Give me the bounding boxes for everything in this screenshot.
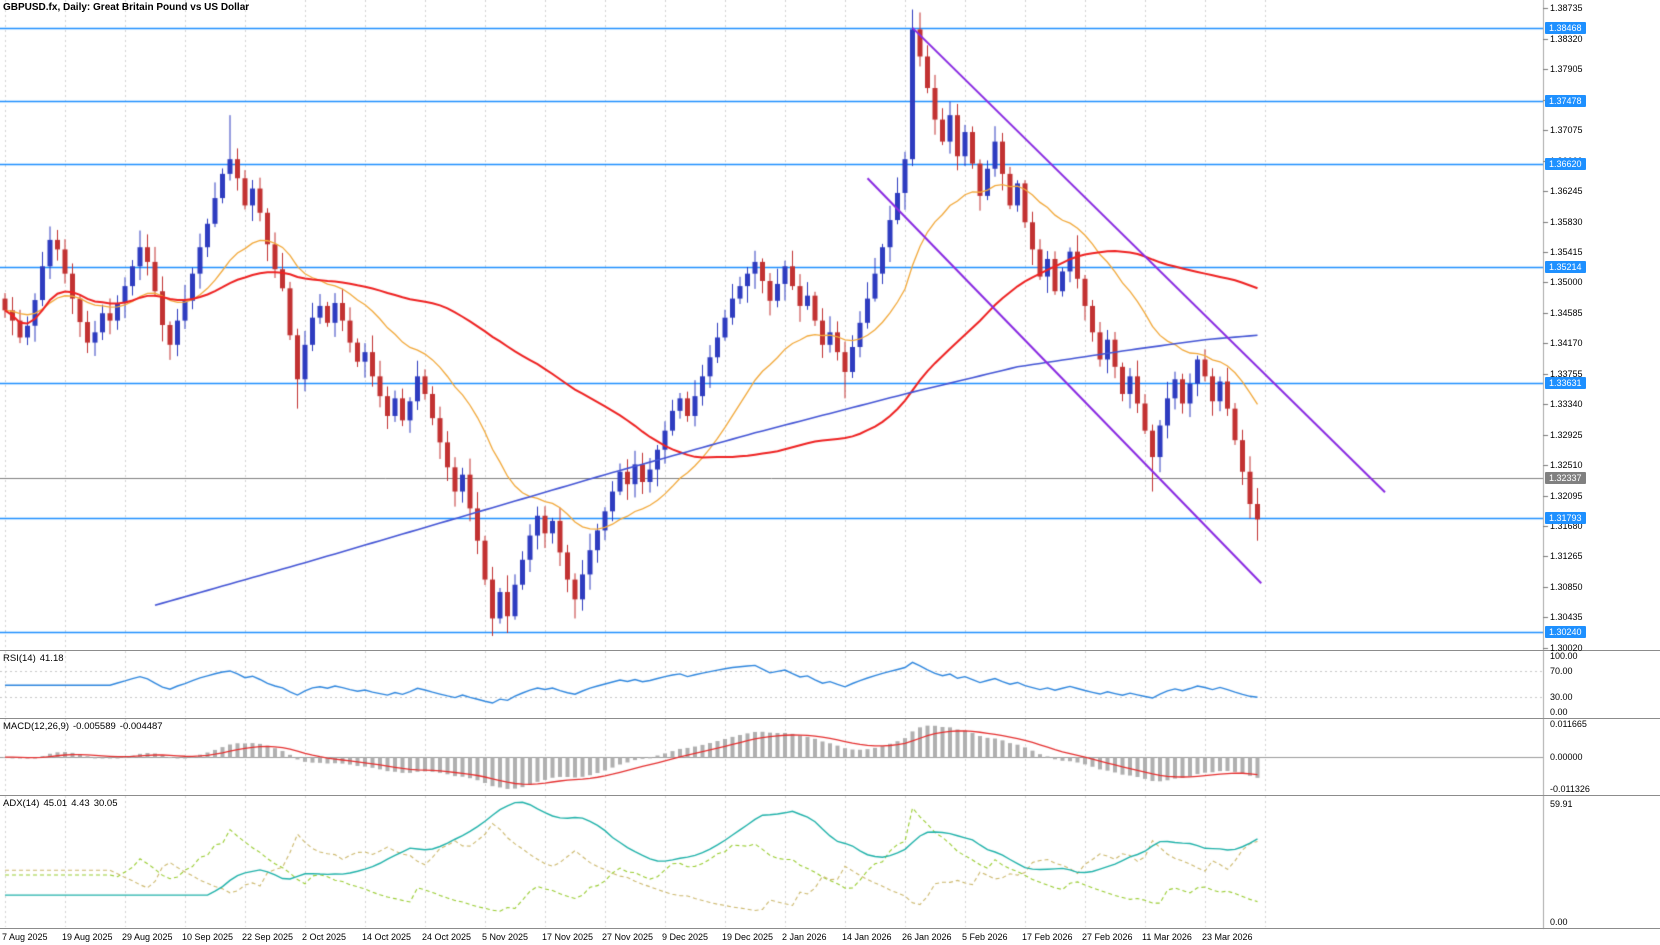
date-label: 14 Oct 2025 bbox=[362, 932, 412, 942]
rsi-value: 41.18 bbox=[39, 653, 64, 664]
date-label: 10 Sep 2025 bbox=[182, 932, 234, 942]
rsi-axis-label: 0.00 bbox=[1550, 707, 1568, 717]
hline-price-badge: 1.30240 bbox=[1545, 625, 1586, 638]
hline-price-badge: 1.38468 bbox=[1545, 22, 1586, 35]
price-tick-label: 1.32095 bbox=[1550, 490, 1583, 501]
date-label: 23 Mar 2026 bbox=[1202, 932, 1253, 942]
adx-value-plus-di: 4.43 bbox=[71, 798, 90, 809]
hline-price-badge: 1.33631 bbox=[1545, 376, 1586, 389]
price-tick-label: 1.36245 bbox=[1550, 186, 1583, 197]
date-label: 2 Oct 2025 bbox=[302, 932, 347, 942]
hline-price-badge: 1.36620 bbox=[1545, 157, 1586, 170]
date-label: 2 Jan 2026 bbox=[782, 932, 827, 942]
price-tick-label: 1.33340 bbox=[1550, 399, 1583, 410]
date-label: 5 Nov 2025 bbox=[482, 932, 529, 942]
price-tick-label: 1.35830 bbox=[1550, 216, 1583, 227]
date-label: 19 Dec 2025 bbox=[722, 932, 774, 942]
macd-value-main: -0.005589 bbox=[73, 721, 116, 732]
macd-name: MACD(12,26,9) bbox=[3, 721, 69, 732]
rsi-axis-label: 70.00 bbox=[1550, 665, 1573, 676]
time-axis-separator bbox=[0, 928, 1660, 929]
panel-separator-macd[interactable] bbox=[0, 718, 1660, 719]
macd-value-signal: -0.004487 bbox=[119, 721, 163, 732]
date-label: 14 Jan 2026 bbox=[842, 932, 892, 942]
panel-separator-adx[interactable] bbox=[0, 795, 1660, 796]
hline-price-badge: 1.37478 bbox=[1545, 94, 1586, 107]
date-label: 29 Aug 2025 bbox=[122, 932, 173, 942]
price-tick-label: 1.33755 bbox=[1550, 368, 1583, 379]
adx-axis-bottom-label: 0.00 bbox=[1550, 917, 1568, 927]
date-label: 27 Feb 2026 bbox=[1082, 932, 1133, 942]
rsi-name: RSI(14) bbox=[3, 653, 36, 664]
price-tick-label: 1.31680 bbox=[1550, 521, 1583, 532]
macd-axis-label: 0.00000 bbox=[1550, 752, 1583, 763]
price-tick-label: 1.37905 bbox=[1550, 64, 1583, 75]
rsi-axis-label: 100.00 bbox=[1550, 651, 1578, 661]
price-tick-label: 1.30020 bbox=[1550, 642, 1583, 653]
macd-panel-area[interactable] bbox=[0, 719, 1543, 794]
price-tick-label: 1.34170 bbox=[1550, 338, 1583, 349]
panel-separator-rsi[interactable] bbox=[0, 650, 1660, 651]
adx-panel-area[interactable] bbox=[0, 796, 1543, 927]
price-tick-label: 1.35415 bbox=[1550, 247, 1583, 257]
date-label: 9 Dec 2025 bbox=[662, 932, 709, 942]
date-label: 5 Feb 2026 bbox=[962, 932, 1008, 942]
price-tick-label: 1.30850 bbox=[1550, 581, 1583, 592]
macd-indicator-label: MACD(12,26,9) -0.005589 -0.004487 bbox=[3, 721, 167, 732]
adx-value-minus-di: 30.05 bbox=[93, 798, 118, 809]
current-price-badge: 1.32337 bbox=[1545, 471, 1586, 484]
date-label: 22 Sep 2025 bbox=[242, 932, 294, 942]
rsi-axis-label: 30.00 bbox=[1550, 692, 1573, 703]
adx-indicator-label: ADX(14) 45.01 4.43 30.05 bbox=[3, 798, 122, 809]
macd-axis-label: -0.011326 bbox=[1550, 784, 1590, 794]
date-label: 26 Jan 2026 bbox=[902, 932, 952, 942]
price-tick-label: 1.32925 bbox=[1550, 429, 1583, 440]
hline-price-badge: 1.35214 bbox=[1545, 260, 1586, 273]
price-tick-label: 1.37075 bbox=[1550, 125, 1583, 136]
hline-price-badge: 1.31793 bbox=[1545, 511, 1586, 524]
price-tick-label: 1.31265 bbox=[1550, 551, 1583, 562]
date-label: 27 Nov 2025 bbox=[602, 932, 654, 942]
chart-title: GBPUSD.fx, Daily: Great Britain Pound vs… bbox=[3, 2, 250, 13]
adx-name: ADX(14) bbox=[3, 798, 40, 809]
date-label: 11 Mar 2026 bbox=[1142, 932, 1192, 942]
price-tick-label: 1.34585 bbox=[1550, 307, 1583, 318]
date-label: 17 Feb 2026 bbox=[1022, 932, 1073, 942]
date-label: 19 Aug 2025 bbox=[62, 932, 113, 942]
price-tick-label: 1.38320 bbox=[1550, 33, 1583, 44]
price-tick-label: 1.32510 bbox=[1550, 460, 1583, 471]
date-label: 7 Aug 2025 bbox=[2, 932, 48, 942]
adx-value-main: 45.01 bbox=[43, 798, 68, 809]
rsi-panel-area[interactable] bbox=[0, 651, 1543, 717]
price-tick-label: 1.38735 bbox=[1550, 3, 1583, 14]
main-plot-area[interactable] bbox=[0, 0, 1543, 650]
price-tick-label: 1.30435 bbox=[1550, 612, 1583, 623]
date-label: 24 Oct 2025 bbox=[422, 932, 472, 942]
rsi-indicator-label: RSI(14) 41.18 bbox=[3, 653, 68, 664]
price-tick-label: 1.35000 bbox=[1550, 277, 1583, 288]
macd-axis-label: 0.011665 bbox=[1550, 719, 1587, 729]
date-label: 17 Nov 2025 bbox=[542, 932, 594, 942]
adx-axis-top-label: 59.91 bbox=[1550, 799, 1573, 809]
